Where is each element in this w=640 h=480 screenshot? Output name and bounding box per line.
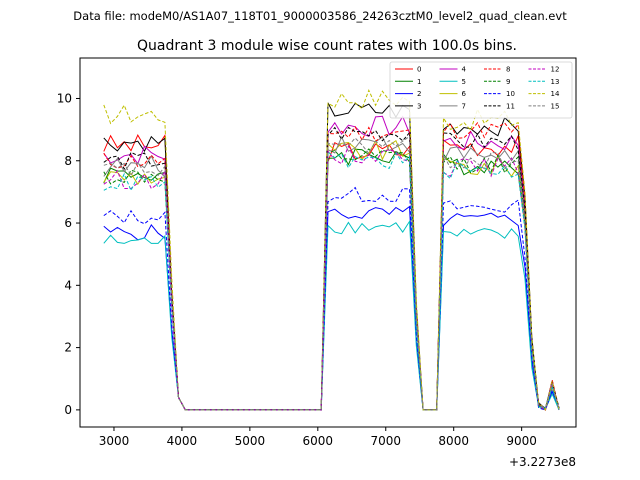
legend-label-14: 14	[551, 90, 560, 98]
axis-ticks: 3000 4000 5000 6000 7000 8000 9000 0 2 4 6 8 10	[57, 91, 537, 448]
x-tick-label: 9000	[506, 434, 537, 448]
series-line-11	[103, 126, 560, 411]
y-tick-label: 2	[64, 341, 72, 355]
x-tick-label: 4000	[167, 434, 198, 448]
series-line-14	[103, 88, 560, 411]
legend-label-2: 2	[417, 90, 421, 98]
legend-label-12: 12	[551, 66, 560, 74]
y-tick-label: 8	[64, 154, 72, 168]
x-offset-label: +3.2273e8	[509, 455, 576, 469]
plot-area	[103, 88, 560, 411]
series-line-15	[103, 135, 560, 411]
legend-label-10: 10	[506, 90, 515, 98]
legend-label-6: 6	[462, 90, 467, 98]
legend-box	[389, 61, 573, 119]
series-line-10	[103, 186, 560, 411]
axes-frame	[79, 57, 577, 428]
legend-label-5: 5	[462, 78, 466, 86]
legend-label-4: 4	[462, 66, 467, 74]
legend-label-7: 7	[462, 102, 466, 110]
figure-suptitle: Data file: modeM0/AS1A07_118T01_90000035…	[73, 9, 567, 23]
legend-label-8: 8	[506, 66, 510, 74]
x-tick-label: 6000	[303, 434, 334, 448]
legend-label-15: 15	[551, 102, 560, 110]
x-tick-label: 7000	[370, 434, 401, 448]
chart-title: Quadrant 3 module wise count rates with …	[137, 38, 517, 54]
legend-label-13: 13	[551, 78, 560, 86]
legend-label-1: 1	[417, 78, 421, 86]
legend-label-3: 3	[417, 102, 421, 110]
legend-label-11: 11	[506, 102, 515, 110]
legend-label-0: 0	[417, 66, 421, 74]
y-tick-label: 6	[64, 216, 72, 230]
x-tick-label: 5000	[235, 434, 266, 448]
x-tick-label: 3000	[99, 434, 130, 448]
y-tick-label: 0	[64, 403, 72, 417]
series-line-9	[103, 148, 560, 411]
x-tick-label: 8000	[438, 434, 469, 448]
y-tick-label: 10	[57, 91, 72, 105]
y-tick-label: 4	[64, 278, 72, 292]
legend-label-9: 9	[506, 78, 510, 86]
